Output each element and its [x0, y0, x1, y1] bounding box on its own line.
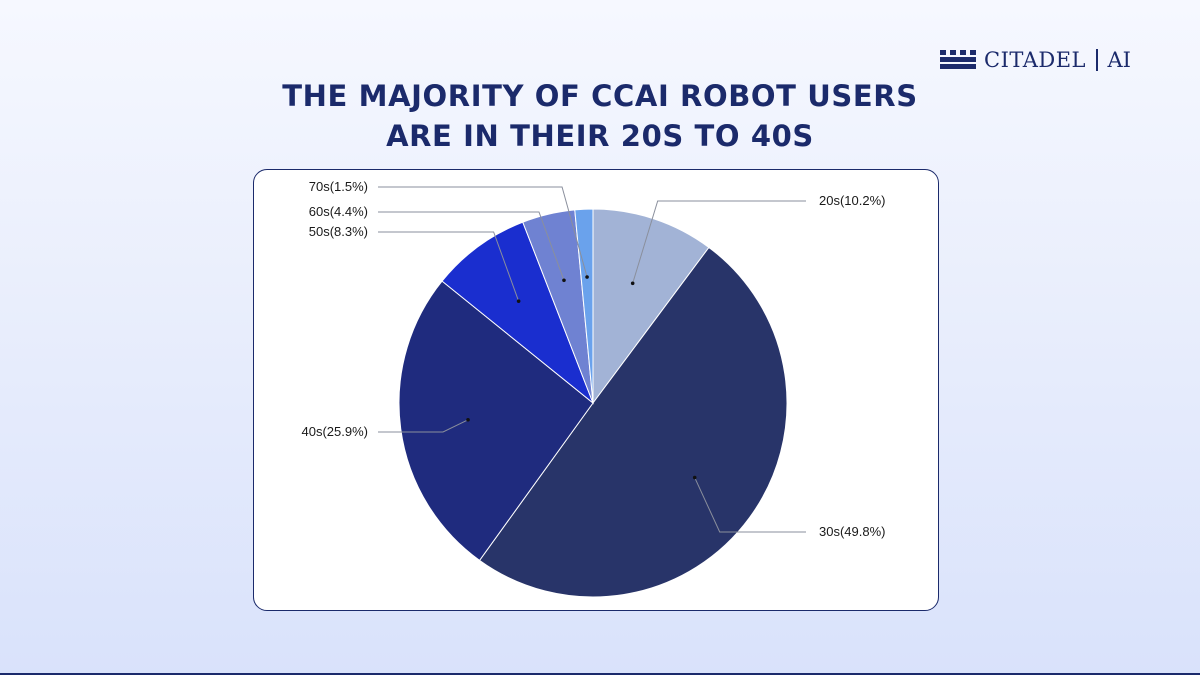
title-line-2: ARE IN THEIR 20S TO 40S — [386, 119, 814, 153]
leader-dot-40s — [466, 417, 470, 422]
leader-dot-60s — [562, 278, 566, 283]
leader-line-30s — [694, 477, 806, 533]
brand-suffix: AI — [1107, 48, 1131, 72]
brand: CITADEL AI — [940, 44, 1131, 76]
pie-chart: 20s(10.2%) 30s(49.8%) 40s(25.9%) 50s(8.3%) 6… — [302, 179, 885, 598]
castle-battlement-icon — [940, 50, 976, 69]
leader-dot-30s — [692, 475, 697, 480]
leader-dot-70s — [585, 275, 589, 279]
title-line-1: THE MAJORITY OF CCAI ROBOT USERS — [282, 79, 918, 113]
pie-slice-70s — [574, 208, 594, 404]
slice-label-70s: 70s(1.5%) — [309, 179, 368, 194]
slice-label-60s: 60s(4.4%) — [309, 204, 368, 219]
slice-label-40s: 40s(25.9%) — [302, 424, 368, 439]
leader-line-20s — [632, 200, 806, 284]
leader-line-60s — [378, 211, 565, 281]
bottom-divider — [0, 673, 1200, 675]
leader-line-40s — [378, 419, 469, 433]
page-title: THE MAJORITY OF CCAI ROBOT USERS ARE IN … — [0, 76, 1200, 156]
slice-label-30s: 30s(49.8%) — [819, 524, 885, 539]
leader-line-50s — [378, 231, 520, 302]
pie-slice-20s — [592, 208, 710, 405]
leader-dot-50s — [516, 299, 521, 303]
pie-slice-50s — [441, 221, 595, 405]
slice-label-20s: 20s(10.2%) — [819, 193, 885, 208]
slice-label-50s: 50s(8.3%) — [309, 224, 368, 239]
pie-slice-40s — [398, 280, 594, 562]
brand-divider — [1096, 49, 1098, 71]
pie-slice-30s — [478, 246, 788, 598]
brand-name: CITADEL — [984, 48, 1086, 72]
chart-card: 20s(10.2%) 30s(49.8%) 40s(25.9%) 50s(8.3%) 6… — [253, 169, 939, 611]
leader-line-70s — [378, 186, 588, 278]
leader-dot-20s — [630, 281, 635, 286]
